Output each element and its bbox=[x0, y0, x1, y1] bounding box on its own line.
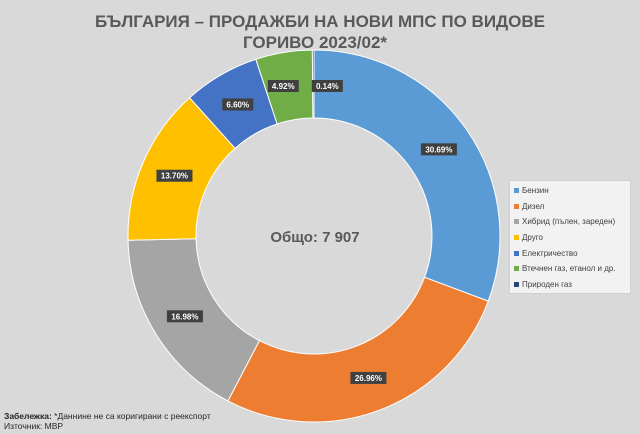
legend-label-5: Втечнен газ, етанол и др. bbox=[522, 264, 616, 274]
footnote-note-text: *Даннине не са коригирани с реекспорт bbox=[51, 411, 211, 421]
footnote: Забележка: *Даннине не са коригирани с р… bbox=[4, 411, 211, 431]
data-label-text-5: 4.92% bbox=[272, 82, 295, 91]
chart-title-line1: БЪЛГАРИЯ – ПРОДАЖБИ НА НОВИ МПС ПО ВИДОВ… bbox=[95, 12, 545, 31]
data-label-4: 6.60% bbox=[222, 98, 254, 111]
legend-swatch-0 bbox=[514, 188, 519, 194]
legend-label-3: Друго bbox=[522, 233, 543, 243]
data-label-0: 30.69% bbox=[420, 143, 457, 156]
data-label-box-1 bbox=[350, 371, 387, 384]
legend-item-0: Бензин bbox=[514, 183, 630, 199]
data-label-text-0: 30.69% bbox=[425, 145, 452, 154]
legend-label-1: Дизел bbox=[522, 201, 545, 211]
legend-swatch-5 bbox=[514, 266, 519, 272]
data-label-2: 16.98% bbox=[166, 310, 203, 323]
legend-swatch-3 bbox=[514, 235, 519, 241]
chart-legend: Бензин Дизел Хибрид (пълен, зареден) Друго Е… bbox=[509, 180, 631, 294]
legend-label-4: Електричество bbox=[522, 248, 578, 258]
legend-item-3: Друго bbox=[514, 230, 630, 246]
data-label-box-2 bbox=[166, 310, 203, 323]
data-label-3: 13.70% bbox=[156, 169, 193, 182]
data-label-text-4: 6.60% bbox=[226, 100, 249, 109]
slice-1 bbox=[227, 276, 489, 423]
legend-item-5: Втечнен газ, етанол и др. bbox=[514, 261, 630, 277]
data-label-6: 0.14% bbox=[311, 80, 343, 92]
legend-item-6: Природен газ bbox=[514, 277, 630, 293]
center-total-label: Общо: 7 907 bbox=[270, 229, 359, 246]
data-label-text-1: 26.96% bbox=[355, 374, 382, 383]
data-label-text-3: 13.70% bbox=[161, 172, 188, 181]
legend-swatch-4 bbox=[514, 250, 519, 256]
legend-swatch-2 bbox=[514, 219, 519, 225]
data-label-1: 26.96% bbox=[350, 371, 387, 384]
chart-title-line2: ГОРИВО 2023/02* bbox=[243, 33, 387, 52]
footnote-note-label: Забележка: bbox=[4, 411, 52, 421]
data-label-box-3 bbox=[156, 169, 193, 182]
legend-label-0: Бензин bbox=[522, 186, 549, 196]
legend-label-6: Природен газ bbox=[522, 279, 572, 289]
legend-item-4: Електричество bbox=[514, 245, 630, 261]
data-label-box-6 bbox=[311, 80, 343, 92]
data-label-text-6: 0.14% bbox=[316, 82, 339, 91]
data-label-box-0 bbox=[420, 143, 457, 156]
data-label-box-5 bbox=[267, 80, 299, 92]
legend-label-2: Хибрид (пълен, зареден) bbox=[522, 217, 616, 227]
legend-swatch-6 bbox=[514, 281, 519, 287]
legend-item-2: Хибрид (пълен, зареден) bbox=[514, 214, 630, 230]
data-label-box-4 bbox=[222, 98, 254, 111]
footnote-source: Източник: МВР bbox=[4, 421, 64, 431]
legend-item-1: Дизел bbox=[514, 199, 630, 215]
data-label-text-2: 16.98% bbox=[171, 312, 198, 321]
legend-swatch-1 bbox=[514, 203, 519, 209]
slice-0 bbox=[313, 49, 501, 302]
data-label-5: 4.92% bbox=[267, 80, 299, 92]
